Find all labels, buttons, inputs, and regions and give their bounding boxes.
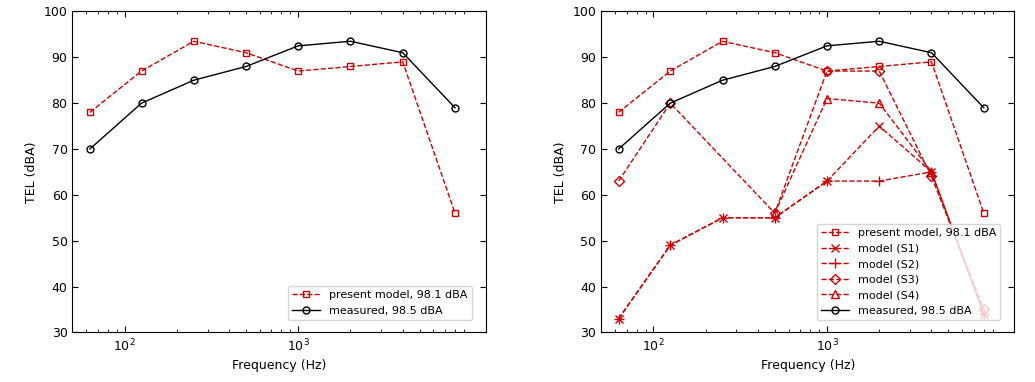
model (S3) — [613, 179, 625, 183]
measured, 98.5 dBA — [925, 50, 938, 55]
model (S1) — [716, 215, 729, 220]
Line: present model, 98.1 dBA: present model, 98.1 dBA — [615, 38, 987, 217]
present model, 98.1 dBA — [240, 50, 253, 55]
model (S1) — [664, 243, 677, 248]
model (S2) — [977, 312, 989, 316]
present model, 98.1 dBA — [292, 69, 304, 73]
model (S2) — [821, 179, 833, 183]
present model, 98.1 dBA — [345, 64, 357, 69]
measured, 98.5 dBA — [84, 147, 96, 151]
model (S2) — [925, 170, 938, 174]
model (S4) — [874, 101, 886, 105]
Line: model (S1): model (S1) — [615, 122, 987, 323]
Line: measured, 98.5 dBA: measured, 98.5 dBA — [615, 38, 987, 152]
model (S3) — [874, 69, 886, 73]
model (S3) — [821, 69, 833, 73]
model (S1) — [821, 179, 833, 183]
measured, 98.5 dBA — [769, 64, 781, 69]
model (S1) — [977, 312, 989, 316]
Legend: present model, 98.1 dBA, measured, 98.5 dBA: present model, 98.1 dBA, measured, 98.5 … — [288, 286, 472, 320]
Legend: present model, 98.1 dBA, model (S1), model (S2), model (S3), model (S4), measure: present model, 98.1 dBA, model (S1), mod… — [817, 224, 1001, 320]
present model, 98.1 dBA — [187, 39, 200, 44]
present model, 98.1 dBA — [136, 69, 148, 73]
measured, 98.5 dBA — [345, 39, 357, 44]
measured, 98.5 dBA — [977, 105, 989, 110]
Y-axis label: TEL (dBA): TEL (dBA) — [554, 141, 567, 202]
measured, 98.5 dBA — [821, 44, 833, 48]
present model, 98.1 dBA — [396, 60, 409, 64]
present model, 98.1 dBA — [664, 69, 677, 73]
Y-axis label: TEL (dBA): TEL (dBA) — [25, 141, 38, 202]
Line: model (S3): model (S3) — [615, 68, 987, 313]
model (S1) — [613, 316, 625, 321]
measured, 98.5 dBA — [874, 39, 886, 44]
present model, 98.1 dBA — [874, 64, 886, 69]
model (S3) — [664, 101, 677, 105]
measured, 98.5 dBA — [613, 147, 625, 151]
present model, 98.1 dBA — [769, 50, 781, 55]
present model, 98.1 dBA — [613, 110, 625, 115]
model (S4) — [821, 96, 833, 101]
model (S4) — [925, 170, 938, 174]
measured, 98.5 dBA — [136, 101, 148, 105]
present model, 98.1 dBA — [977, 211, 989, 215]
X-axis label: Frequency (Hz): Frequency (Hz) — [232, 359, 326, 372]
measured, 98.5 dBA — [292, 44, 304, 48]
Line: model (S4): model (S4) — [771, 94, 936, 217]
Line: model (S2): model (S2) — [614, 167, 988, 324]
Line: present model, 98.1 dBA: present model, 98.1 dBA — [86, 38, 459, 217]
measured, 98.5 dBA — [187, 78, 200, 83]
X-axis label: Frequency (Hz): Frequency (Hz) — [761, 359, 855, 372]
measured, 98.5 dBA — [716, 78, 729, 83]
model (S1) — [925, 170, 938, 174]
present model, 98.1 dBA — [821, 69, 833, 73]
measured, 98.5 dBA — [449, 105, 462, 110]
model (S3) — [925, 174, 938, 179]
model (S2) — [664, 243, 677, 248]
Line: measured, 98.5 dBA: measured, 98.5 dBA — [86, 38, 459, 152]
model (S2) — [716, 215, 729, 220]
present model, 98.1 dBA — [925, 60, 938, 64]
model (S1) — [769, 215, 781, 220]
model (S1) — [874, 124, 886, 128]
measured, 98.5 dBA — [396, 50, 409, 55]
measured, 98.5 dBA — [664, 101, 677, 105]
model (S3) — [977, 307, 989, 312]
present model, 98.1 dBA — [84, 110, 96, 115]
present model, 98.1 dBA — [716, 39, 729, 44]
model (S2) — [613, 316, 625, 321]
model (S2) — [874, 179, 886, 183]
model (S3) — [769, 211, 781, 215]
measured, 98.5 dBA — [240, 64, 253, 69]
model (S4) — [769, 211, 781, 215]
model (S2) — [769, 215, 781, 220]
present model, 98.1 dBA — [449, 211, 462, 215]
